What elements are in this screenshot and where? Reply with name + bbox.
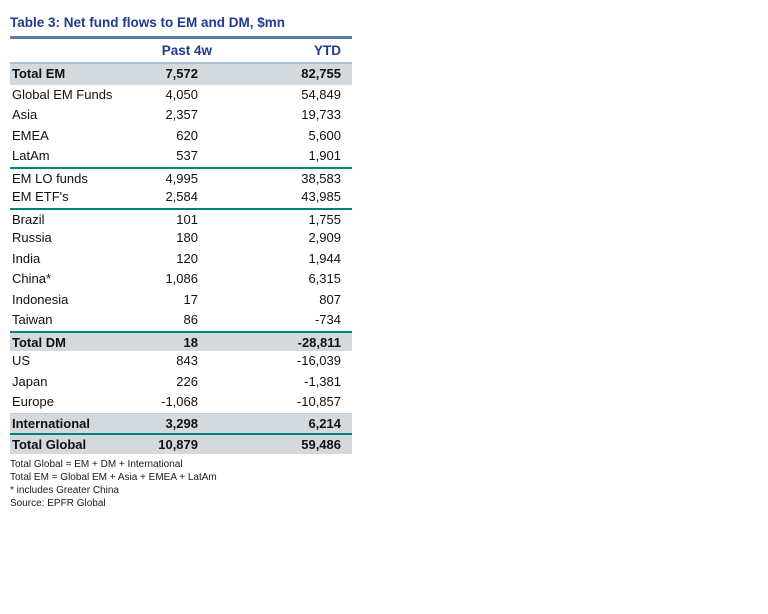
row-label: Total EM [12,66,66,81]
table-row: Asia 2,357 19,733 [10,105,352,126]
row-value-past4w: 10,879 [158,437,198,452]
row-label: Brazil [12,211,45,227]
row-value-past4w: 18 [183,334,198,350]
row-value-past4w: 180 [176,230,198,245]
table-row: China* 1,086 6,315 [10,269,352,290]
row-value-ytd: 59,486 [301,437,341,452]
row-label: Russia [12,230,52,245]
table-body: Total EM 7,572 82,755 Global EM Funds 4,050 5… [10,64,352,454]
row-value-ytd: 807 [319,291,341,307]
row-label: Japan [12,373,48,389]
row-label: EM ETF's [12,189,69,204]
row-value-ytd: 1,901 [308,148,341,163]
row-value-ytd: -28,811 [297,334,341,350]
table-row: Global EM Funds 4,050 54,849 [10,85,352,106]
row-value-ytd: -10,857 [296,394,341,409]
table-row: Total DM 18 -28,811 [10,330,352,351]
row-value-past4w: 86 [183,312,198,327]
table-row: India 120 1,944 [10,249,352,270]
row-value-past4w: 226 [176,373,198,389]
row-value-ytd: 1,755 [308,211,341,227]
fund-flows-table: Table 3: Net fund flows to EM and DM, $m… [10,12,352,510]
table-row: Europe -1,068 -10,857 [10,392,352,413]
row-value-past4w: 537 [176,148,198,163]
row-label: Total Global [12,437,87,452]
row-value-ytd: 6,315 [308,271,341,286]
row-value-ytd: 82,755 [301,66,341,81]
row-label: Total DM [12,334,66,350]
table-row: EM ETF's 2,584 43,985 [10,187,352,208]
row-value-ytd: 1,944 [308,250,341,266]
row-label: EMEA [12,127,49,143]
row-value-past4w: 2,584 [165,189,198,204]
row-value-ytd: -734 [314,312,341,327]
table-title: Table 3: Net fund flows to EM and DM, $m… [10,12,352,39]
row-label: Global EM Funds [12,86,113,102]
table-row: LatAm 537 1,901 [10,146,352,167]
table-row: EM LO funds 4,995 38,583 [10,166,352,188]
row-label: EM LO funds [12,170,88,186]
row-value-ytd: 54,849 [301,86,341,102]
row-label: International [12,415,91,431]
row-value-ytd: 5,600 [308,127,341,143]
table-row: Indonesia 17 807 [10,290,352,311]
column-header-past4w: Past 4w [161,43,212,58]
row-label: Europe [12,394,54,409]
row-value-past4w: 2,357 [165,107,198,122]
table-row: Russia 180 2,909 [10,228,352,249]
row-value-past4w: 4,050 [165,86,198,102]
row-label: Indonesia [12,291,69,307]
row-label: Asia [12,107,38,122]
table-row: Taiwan 86 -734 [10,310,352,331]
row-value-ytd: 19,733 [301,107,341,122]
footnote-line: * includes Greater China [10,484,119,496]
row-value-ytd: -1,381 [304,373,341,389]
row-value-ytd: 2,909 [308,230,341,245]
row-value-past4w: 120 [176,250,198,266]
row-label: US [12,353,31,368]
row-label: Taiwan [12,312,53,327]
table-row: International 3,298 6,214 [10,412,352,433]
row-value-ytd: 38,583 [301,170,341,186]
footnote-line: Total Global = EM + DM + International [10,458,183,470]
row-value-ytd: 43,985 [301,189,341,204]
row-value-past4w: 3,298 [165,415,198,431]
row-label: India [12,250,41,266]
row-label: LatAm [12,148,50,163]
row-value-past4w: 101 [176,211,198,227]
footnote-line: Total EM = Global EM + Asia + EMEA + Lat… [10,471,217,483]
row-value-past4w: 1,086 [165,271,198,286]
row-value-ytd: -16,039 [296,353,341,368]
footnotes: Total Global = EM + DM + International T… [10,458,352,510]
table-header: Past 4w YTD [10,39,352,64]
table-row: Total Global 10,879 59,486 [10,433,352,454]
row-value-ytd: 6,214 [308,415,341,431]
row-value-past4w: 620 [176,127,198,143]
row-value-past4w: 17 [183,291,198,307]
source-note: Source: EPFR Global [10,497,106,509]
table-row: Total EM 7,572 82,755 [10,64,352,85]
row-value-past4w: 7,572 [165,66,198,81]
row-value-past4w: -1,068 [161,394,198,409]
table-row: US 843 -16,039 [10,351,352,372]
table-row: Japan 226 -1,381 [10,372,352,393]
row-label: China* [12,271,52,286]
table-row: Brazil 101 1,755 [10,207,352,229]
table-row: EMEA 620 5,600 [10,126,352,147]
row-value-past4w: 843 [176,353,198,368]
row-value-past4w: 4,995 [165,170,198,186]
column-header-ytd: YTD [314,43,341,58]
